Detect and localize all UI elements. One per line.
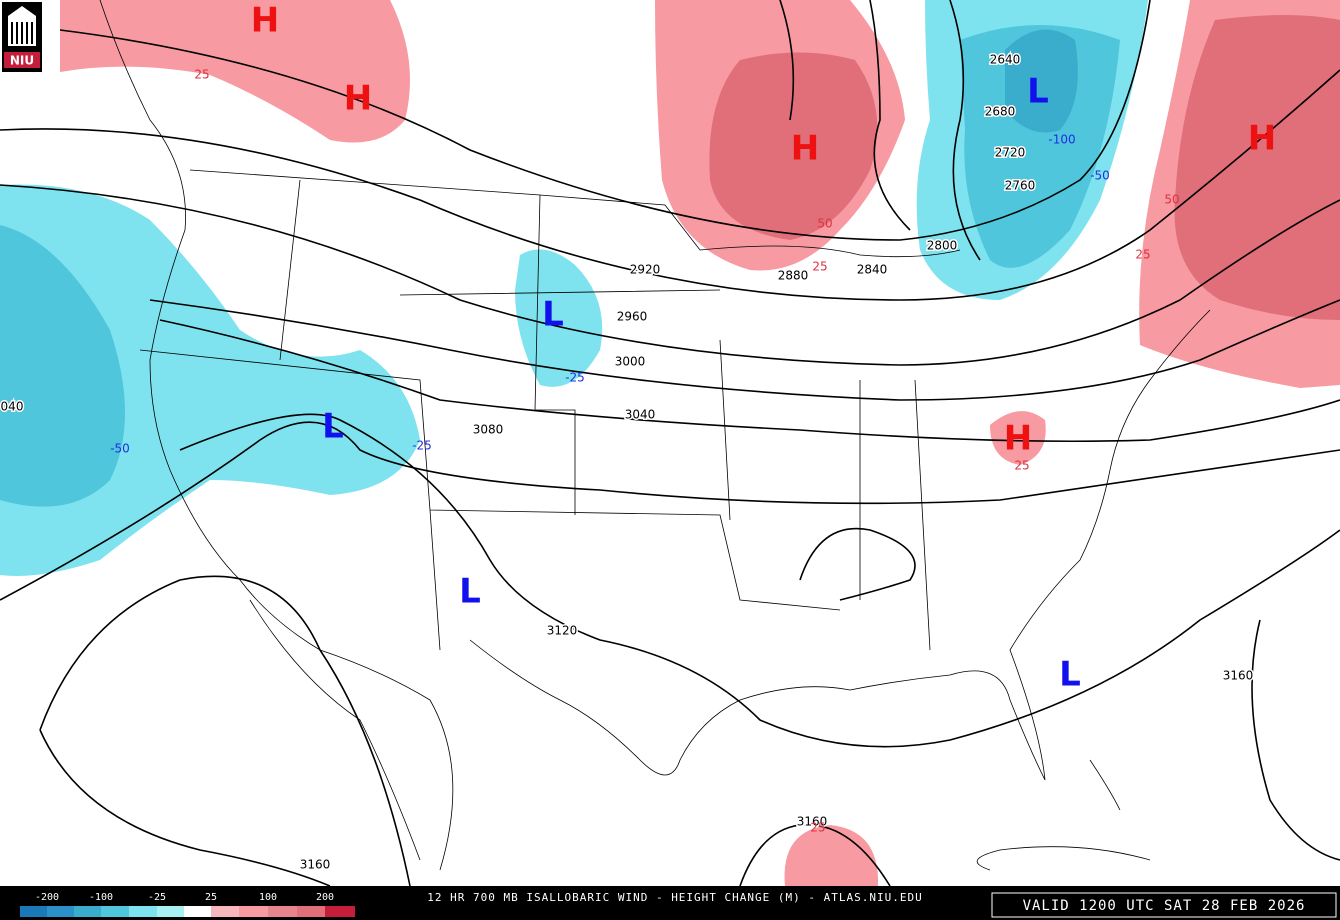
legend-label: 100 [259,892,277,903]
height-contour-label: 3160 [797,815,828,829]
pressure-center: H [1248,119,1276,159]
height-contour-label: 2880 [778,269,809,283]
legend-label: -100 [89,892,113,903]
height-contour-label: 2800 [927,239,958,253]
height-contour-label: 2760 [1005,179,1036,193]
height-contours [0,0,1340,887]
height-change-label: -50 [1090,169,1110,183]
height-contour-label: 2920 [630,263,661,277]
geography [99,0,1211,871]
legend-label: 25 [205,892,217,903]
height-contour-label: 040 [1,400,24,414]
height-change-label: 25 [1014,459,1029,473]
pressure-center: L [1027,72,1049,112]
valid-box [991,892,1337,918]
legend-label: -25 [148,892,166,903]
height-change-label: 50 [1164,193,1179,207]
pressure-center: H [1004,419,1032,459]
height-contour-label: 2720 [995,146,1026,160]
height-change-label: -100 [1048,133,1075,147]
pressure-center: H [791,129,819,169]
height-contour-label: 3080 [473,423,504,437]
height-contour-label: 3160 [300,858,331,872]
legend-colorbar: -200 -100 -25 25 100 200 [0,886,1340,920]
legend-label: 200 [316,892,334,903]
height-change-label: 25 [810,821,825,835]
height-contour-label: 3040 [625,408,656,422]
height-change-label: 25 [812,260,827,274]
height-contour-label: 2960 [617,310,648,324]
height-contour-label: 3160 [1223,669,1254,683]
pressure-center: H [344,79,372,119]
logo: NIU [2,2,42,72]
logo-text: NIU [10,54,34,68]
valid-time: VALID 1200 UTC SAT 28 FEB 2026 [1023,898,1306,914]
height-change-label: -25 [412,439,432,453]
pressure-center: L [542,295,564,335]
height-contour-label: 2640 [990,53,1021,67]
height-contour-label: 2840 [857,263,888,277]
height-contour-label: 3120 [547,624,578,638]
height-change-label: -50 [110,442,130,456]
height-change-label: 25 [194,68,209,82]
pressure-center: H [251,1,279,41]
footer-title: 12 HR 700 MB ISALLOBARIC WIND - HEIGHT C… [427,891,922,904]
map-labels: H H H H H L L L L L 2640 2680 2720 2760 2800 2840 2880 29… [0,1,1276,874]
legend-label: -200 [35,892,59,903]
pressure-center: L [1059,655,1081,695]
pressure-center: L [459,572,481,612]
height-change-shading [0,0,1340,886]
height-change-label: -25 [565,371,585,385]
height-change-label: 25 [1135,248,1150,262]
height-change-label: 50 [817,217,832,231]
pressure-center: L [322,407,344,447]
height-contour-label: 3000 [615,355,646,369]
height-contour-label: 2680 [985,105,1016,119]
